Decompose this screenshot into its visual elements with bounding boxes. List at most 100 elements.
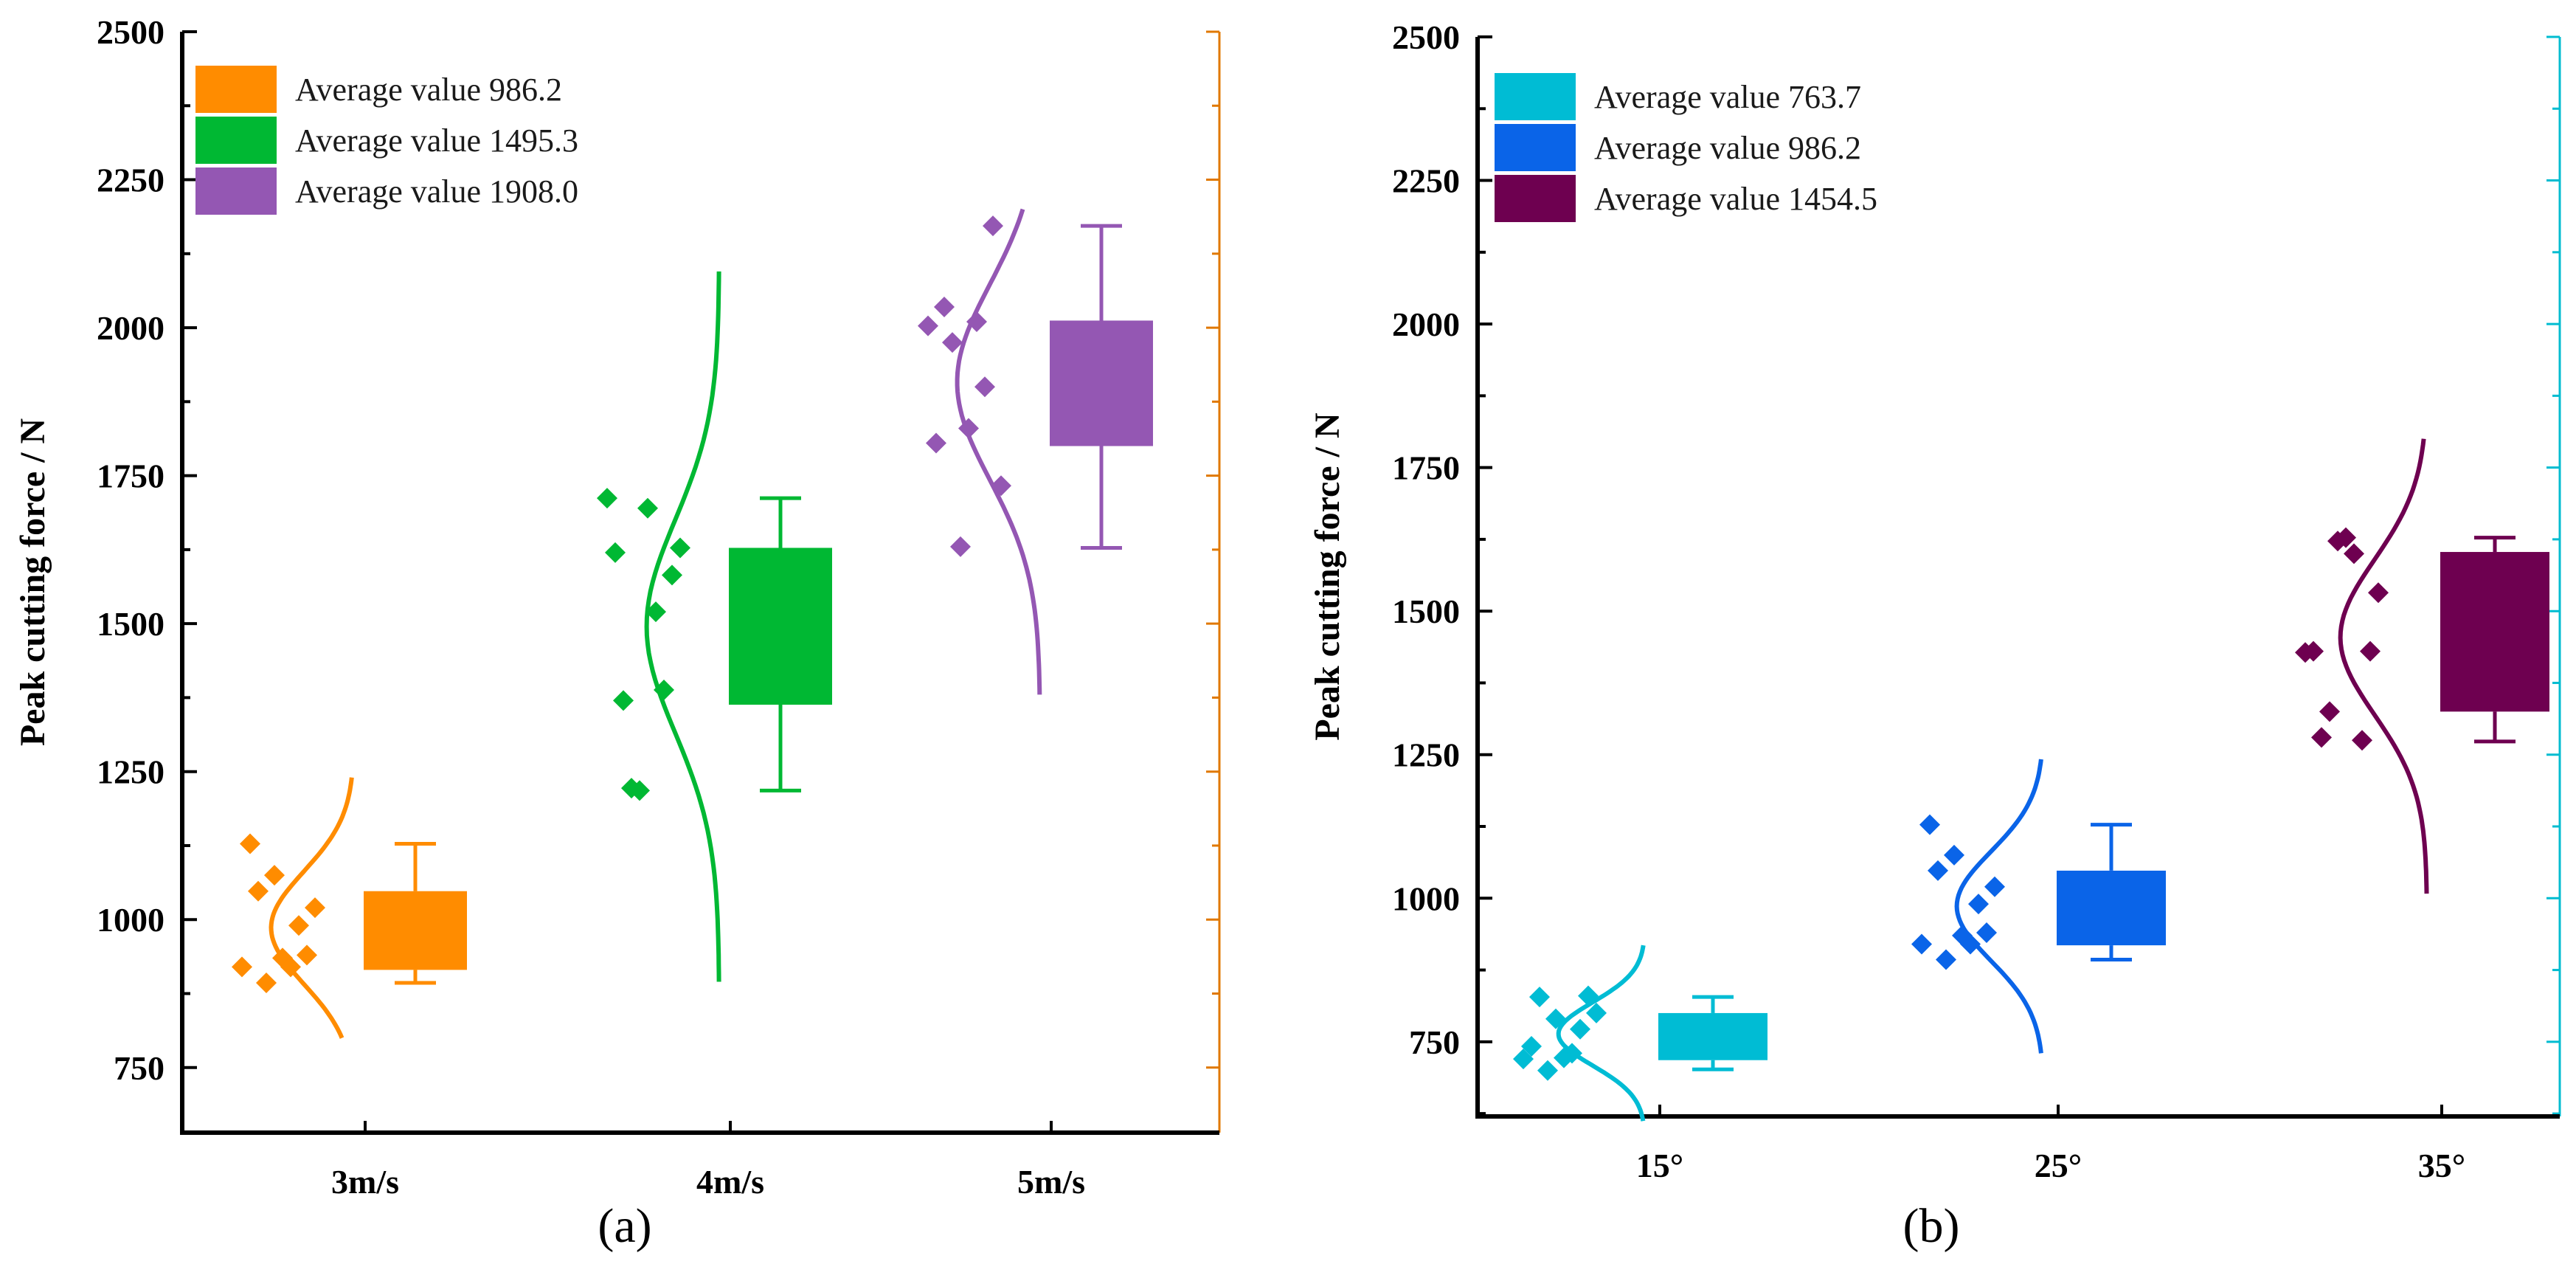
data-point xyxy=(1545,1008,1566,1029)
data-point xyxy=(1976,922,1997,943)
legend-swatch xyxy=(195,66,277,113)
legend-label: Average value 1908.0 xyxy=(295,173,578,210)
data-point xyxy=(1537,1060,1558,1081)
data-point xyxy=(1936,949,1956,970)
data-point xyxy=(2352,730,2372,751)
box xyxy=(364,891,467,970)
data-point xyxy=(926,432,946,454)
data-point xyxy=(597,488,617,509)
legend-swatch xyxy=(1495,175,1576,222)
y-tick-label: 2250 xyxy=(97,162,165,199)
data-point xyxy=(2311,727,2332,748)
panel-label: (b) xyxy=(1903,1199,1960,1253)
x-tick-label: 3m/s xyxy=(331,1163,399,1201)
series-3: Average value 1454.5 xyxy=(1495,175,2549,894)
legend-swatch xyxy=(195,117,277,164)
data-point xyxy=(2319,701,2340,722)
panel-label: (a) xyxy=(598,1199,651,1253)
data-point xyxy=(1944,844,1964,866)
distribution-curve xyxy=(1954,759,2043,1054)
distribution-curve xyxy=(644,271,721,982)
data-point xyxy=(1513,1049,1534,1070)
legend-swatch xyxy=(195,168,277,215)
data-point xyxy=(280,956,301,978)
data-point xyxy=(1529,987,1550,1008)
data-point xyxy=(991,475,1011,497)
data-point xyxy=(934,297,955,317)
data-point xyxy=(256,973,277,994)
x-tick-label: 15° xyxy=(1636,1147,1683,1184)
y-tick-label: 1500 xyxy=(1392,593,1460,630)
data-point xyxy=(1570,1018,1590,1040)
legend-label: Average value 1454.5 xyxy=(1594,181,1877,217)
data-point xyxy=(662,564,682,586)
legend-swatch xyxy=(1495,73,1576,120)
data-point xyxy=(966,311,987,333)
data-point xyxy=(2360,640,2381,662)
data-point xyxy=(2336,527,2356,548)
y-axis-title: Peak cutting force / N xyxy=(13,418,52,746)
data-point xyxy=(670,537,690,559)
data-point xyxy=(958,418,979,439)
data-point xyxy=(621,778,642,799)
data-point xyxy=(1911,933,1932,955)
data-point xyxy=(1928,860,1948,881)
data-point xyxy=(654,679,674,700)
data-point xyxy=(974,376,995,398)
y-tick-label: 2000 xyxy=(1392,305,1460,343)
series-2: Average value 1495.3 xyxy=(195,117,832,982)
x-tick-label: 35° xyxy=(2418,1147,2465,1184)
y-tick-label: 1000 xyxy=(1392,880,1460,917)
y-tick-label: 2250 xyxy=(1392,162,1460,200)
data-point xyxy=(248,880,269,902)
legend-swatch xyxy=(1495,124,1576,171)
box xyxy=(2057,870,2166,946)
data-point xyxy=(2344,543,2364,564)
data-point xyxy=(637,497,658,519)
data-point xyxy=(1960,933,1981,955)
x-tick-label: 25° xyxy=(2035,1147,2082,1184)
box xyxy=(1658,1012,1767,1060)
data-point xyxy=(1919,814,1940,835)
data-point xyxy=(983,215,1003,237)
data-point xyxy=(1521,1036,1542,1057)
data-point xyxy=(2303,640,2324,662)
data-point xyxy=(1968,894,1989,915)
data-point xyxy=(605,542,626,563)
y-axis-title: Peak cutting force / N xyxy=(1308,412,1347,741)
data-point xyxy=(2368,582,2389,604)
x-tick-label: 5m/s xyxy=(1017,1163,1085,1201)
data-point xyxy=(613,690,634,711)
data-point xyxy=(288,915,309,936)
box xyxy=(729,548,832,705)
series-1: Average value 986.2 xyxy=(195,66,562,1039)
legend-label: Average value 986.2 xyxy=(1594,130,1861,166)
y-tick-label: 750 xyxy=(1409,1023,1460,1061)
y-tick-label: 2500 xyxy=(97,13,165,51)
box xyxy=(2440,552,2549,712)
x-tick-label: 4m/s xyxy=(696,1163,764,1201)
y-tick-label: 1750 xyxy=(1392,449,1460,487)
data-point xyxy=(232,956,252,978)
series-1: Average value 763.7 xyxy=(1495,73,1861,1122)
data-point xyxy=(1984,876,2005,897)
data-point xyxy=(1562,1043,1582,1064)
distribution-curve xyxy=(1556,944,1646,1122)
distribution-curve xyxy=(2338,438,2429,894)
y-tick-label: 1750 xyxy=(97,457,165,495)
y-tick-label: 2500 xyxy=(1392,18,1460,56)
y-tick-label: 1250 xyxy=(1392,736,1460,774)
data-point xyxy=(950,536,971,557)
chart-panel-2: 750 1000 1250 1500 1750 2000 2250 2500 15° 25° 35°… xyxy=(1308,18,2561,1253)
data-point xyxy=(264,865,285,886)
data-point xyxy=(645,601,666,623)
chart-panel-1: 750 1000 1250 1500 1750 2000 2250 2500 3m/s 4m/s 5… xyxy=(13,13,1221,1253)
y-tick-label: 750 xyxy=(114,1049,165,1087)
legend-label: Average value 1495.3 xyxy=(295,122,578,159)
legend-label: Average value 763.7 xyxy=(1594,79,1861,115)
y-tick-label: 1000 xyxy=(97,901,165,939)
distribution-curve xyxy=(955,208,1042,695)
data-point xyxy=(297,944,317,966)
data-point xyxy=(305,897,325,919)
